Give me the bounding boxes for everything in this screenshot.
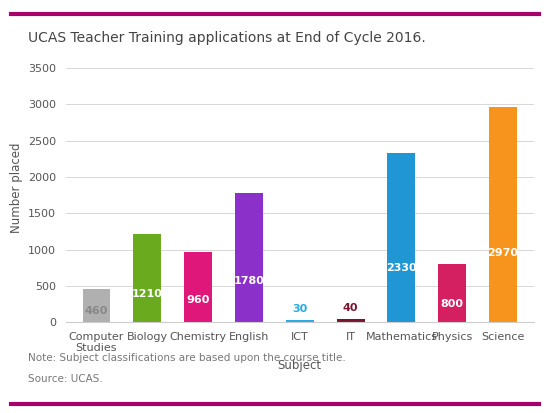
Text: 2330: 2330 — [386, 263, 417, 273]
Bar — [489, 107, 517, 322]
Bar — [387, 153, 415, 322]
Bar — [133, 234, 161, 322]
Bar — [184, 252, 212, 322]
X-axis label: Subject: Subject — [278, 359, 322, 372]
Bar — [286, 320, 313, 322]
Text: 40: 40 — [343, 304, 358, 313]
Text: UCAS Teacher Training applications at End of Cycle 2016.: UCAS Teacher Training applications at En… — [28, 31, 425, 45]
Text: 1780: 1780 — [234, 276, 265, 286]
Text: 1210: 1210 — [132, 289, 163, 299]
Text: 960: 960 — [186, 295, 210, 305]
Y-axis label: Number placed: Number placed — [9, 142, 23, 233]
Text: Source: UCAS.: Source: UCAS. — [28, 374, 102, 384]
Text: Note: Subject classifications are based upon the course title.: Note: Subject classifications are based … — [28, 353, 345, 363]
Text: 800: 800 — [441, 299, 464, 309]
Bar — [82, 289, 111, 322]
Text: 460: 460 — [85, 306, 108, 316]
Bar — [235, 193, 263, 322]
Bar — [337, 319, 365, 322]
Text: 2970: 2970 — [487, 248, 519, 258]
Bar — [438, 264, 466, 322]
Text: 30: 30 — [292, 304, 307, 314]
